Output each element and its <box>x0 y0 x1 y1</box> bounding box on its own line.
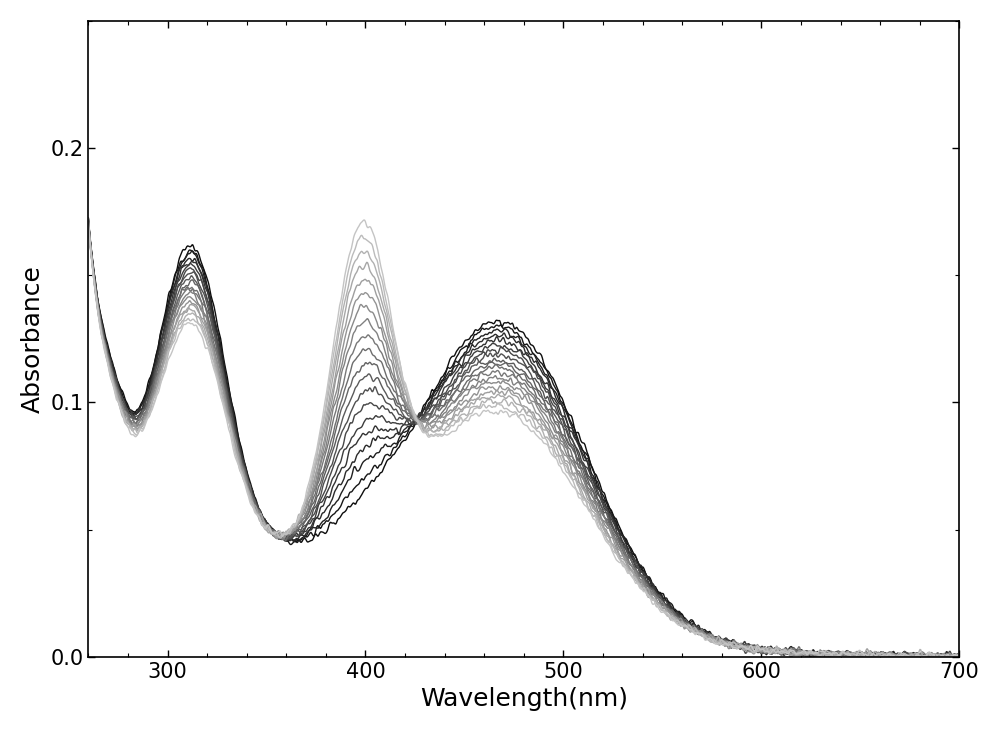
X-axis label: Wavelength(nm): Wavelength(nm) <box>420 687 628 712</box>
Y-axis label: Absorbance: Absorbance <box>21 265 45 413</box>
